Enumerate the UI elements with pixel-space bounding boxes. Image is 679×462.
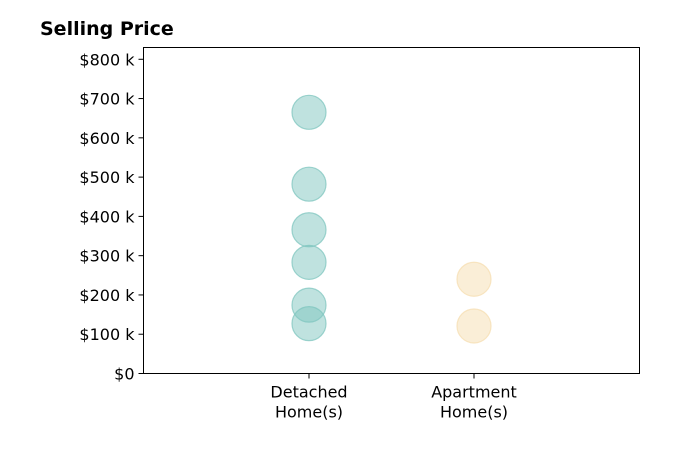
y-tick-label: $500 k [79,168,135,187]
data-point [291,212,327,248]
data-point [291,244,327,280]
data-point [456,308,492,344]
data-point [291,166,327,202]
x-tick-label-line: Apartment [431,383,517,402]
y-tick-label: $800 k [79,50,135,69]
y-tick-label: $700 k [79,90,135,109]
data-points [291,94,492,344]
x-tick-label-line: Home(s) [440,403,508,422]
y-tick-label: $400 k [79,207,135,226]
x-tick-label-line: Home(s) [275,403,343,422]
x-axis: Detached Home(s)Apartment Home(s) [270,373,517,422]
data-point [291,306,327,342]
chart-title: Selling Price [40,18,174,40]
data-point [291,94,327,130]
y-tick-label: $0 [114,365,134,384]
y-tick-label: $600 k [79,129,135,148]
data-point [456,261,492,297]
x-tick-label-line: Detached [270,383,347,402]
x-tick-label: Detached Home(s) [270,383,347,422]
y-tick-label: $100 k [79,325,135,344]
plot-area [143,47,640,374]
x-tick-label: Apartment Home(s) [431,383,517,422]
y-tick-label: $200 k [79,286,135,305]
y-tick-label: $300 k [79,247,135,266]
y-axis: $0 $100 k $200 k $300 k $400 k $500 k $600 k $7… [79,50,144,384]
